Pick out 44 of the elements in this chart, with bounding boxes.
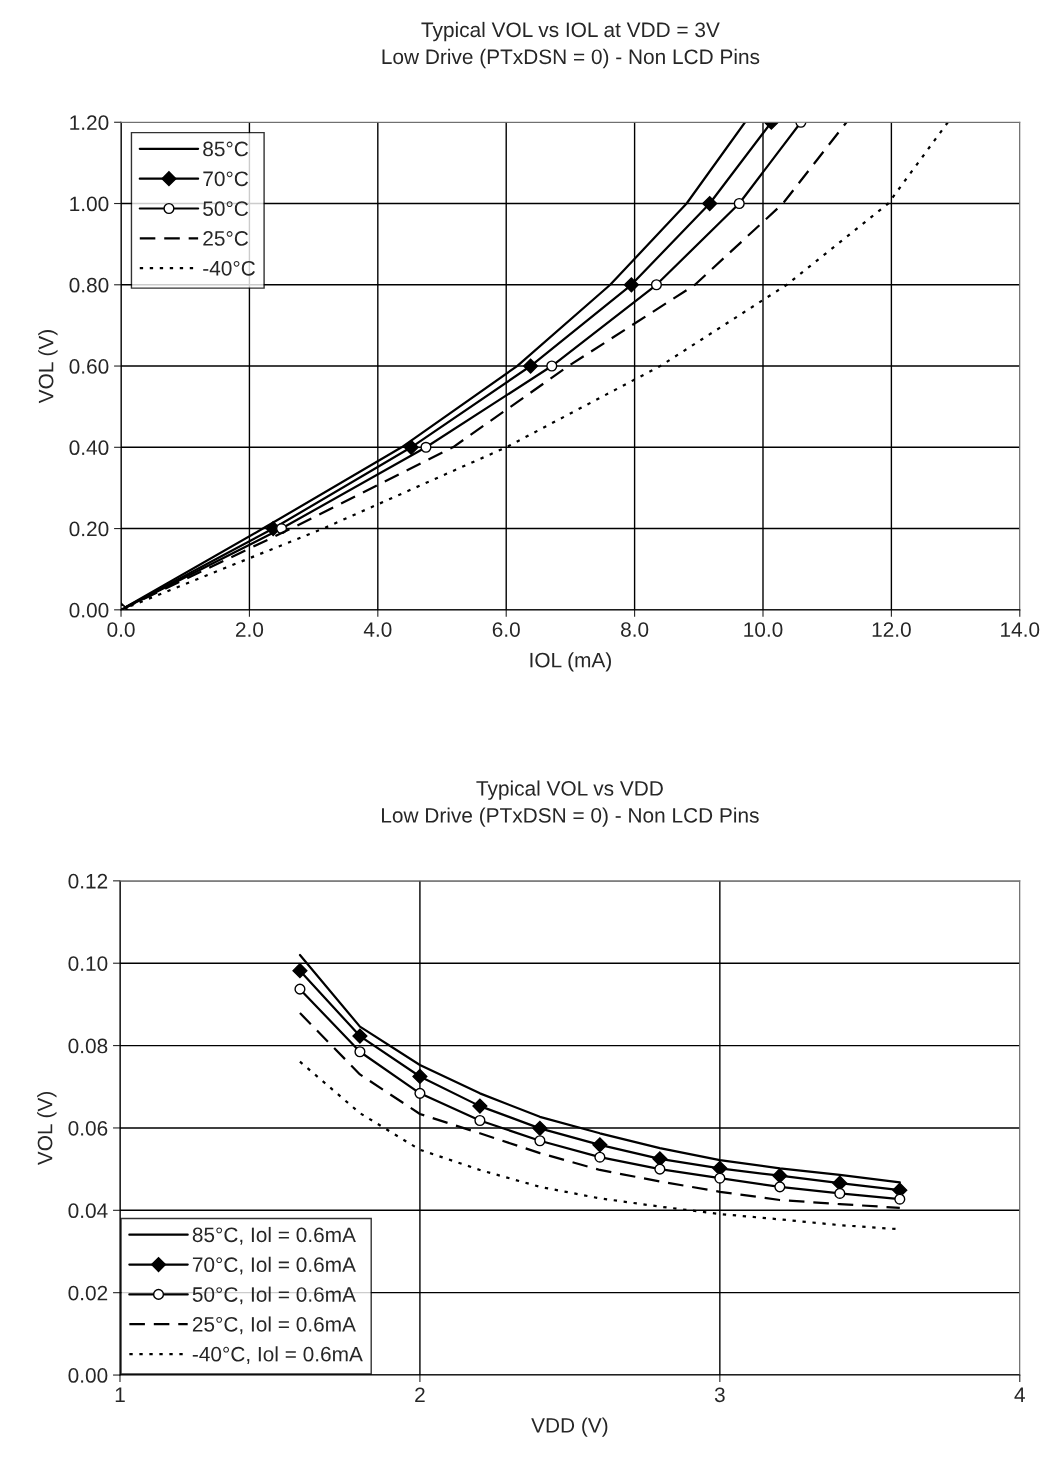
x-axis-title: IOL (mA) <box>530 652 611 672</box>
x-tick-label: 0.0 <box>107 622 135 637</box>
x-tick-label: 3 <box>714 1387 725 1403</box>
y-tick-label: 0.80 <box>69 277 109 293</box>
x-tick-label: 8.0 <box>621 622 649 637</box>
y-axis-title: VOL (V) <box>37 1092 57 1166</box>
y-tick-label: 0.00 <box>68 1368 108 1383</box>
legend-label: -40°C <box>203 260 255 276</box>
legend-label: 70°C <box>203 171 249 187</box>
x-tick-label: 6.0 <box>492 622 520 637</box>
y-tick-label: 0.20 <box>69 521 109 537</box>
chart-subtitle: Low Drive (PTxDSN = 0) - Non LCD Pins <box>382 48 760 69</box>
chart-title: Typical VOL vs IOL at VDD = 3V <box>421 21 720 42</box>
chart-subtitle: Low Drive (PTxDSN = 0) - Non LCD Pins <box>382 807 759 827</box>
legend-label: 85°C <box>203 141 249 157</box>
y-tick-label: 0.04 <box>68 1203 108 1219</box>
y-tick-label: 0.12 <box>68 873 108 889</box>
y-tick-label: 0.40 <box>69 440 109 456</box>
x-tick-label: 4.0 <box>363 622 392 637</box>
x-tick-label: 10.0 <box>744 622 783 637</box>
y-tick-label: 1.20 <box>70 115 109 131</box>
x-tick-label: 12.0 <box>872 622 911 637</box>
y-tick-label: 0.02 <box>68 1285 108 1301</box>
y-tick-label: 0.60 <box>69 359 109 374</box>
legend-label: -40°C, Iol = 0.6mA <box>192 1346 363 1365</box>
y-tick-label: 0.00 <box>69 602 109 618</box>
legend-label: 25°C, Iol = 0.6mA <box>192 1316 356 1335</box>
legend-label: 70°C, Iol = 0.6mA <box>192 1256 356 1275</box>
x-tick-label: 2.0 <box>235 622 264 637</box>
x-tick-label: 2 <box>415 1387 425 1402</box>
y-tick-label: 0.08 <box>68 1038 108 1054</box>
x-tick-label: 1 <box>115 1387 125 1402</box>
y-axis-title: VOL (V) <box>38 330 58 404</box>
y-tick-label: 0.10 <box>68 956 108 971</box>
x-tick-label: 4 <box>1014 1387 1025 1402</box>
x-tick-label: 14.0 <box>1001 622 1040 637</box>
legend-label: 50°C <box>203 201 249 216</box>
legend-label: 25°C <box>203 231 249 246</box>
y-tick-label: 1.00 <box>70 196 109 212</box>
legend-label: 85°C, Iol = 0.6mA <box>192 1226 356 1245</box>
legend-label: 50°C, Iol = 0.6mA <box>192 1286 356 1305</box>
x-axis-title: VDD (V) <box>531 1417 608 1437</box>
chart-title: Typical VOL vs VDD <box>476 780 663 800</box>
y-tick-label: 0.06 <box>68 1120 108 1136</box>
